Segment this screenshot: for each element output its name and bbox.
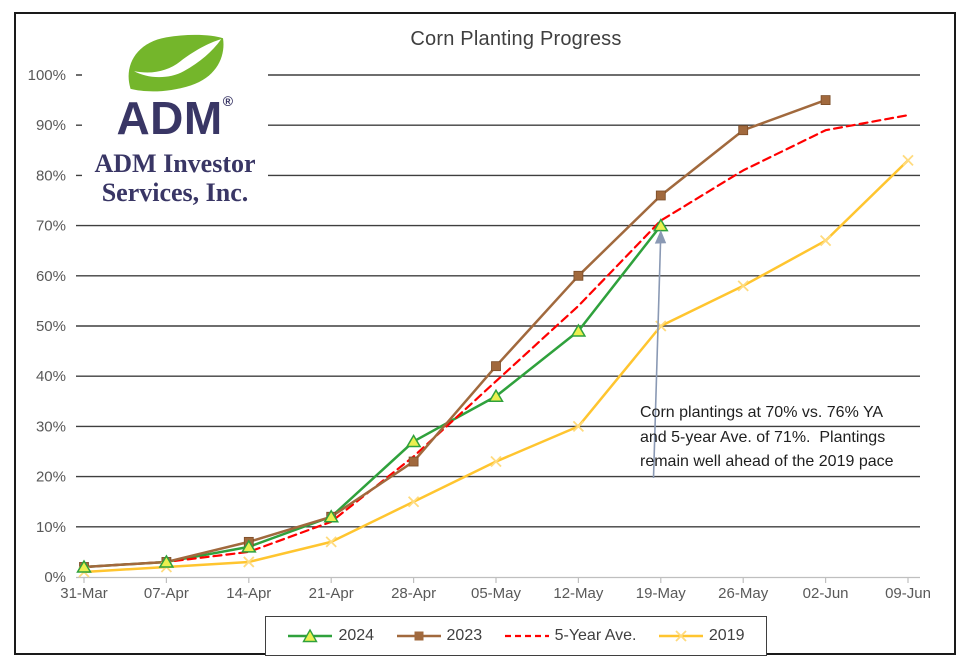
legend-marker-x (675, 630, 687, 642)
legend-marker-triangle (302, 628, 319, 643)
adm-leaf-icon (128, 34, 224, 92)
legend-item-5-year-ave: 5-Year Ave. (504, 627, 637, 645)
registered-mark: ® (222, 93, 234, 109)
legend: 2024 2023 5-Year Ave. 2019 (265, 616, 767, 656)
legend-sample-5-year-ave (504, 634, 549, 638)
legend-item-2023: 2023 (396, 627, 483, 645)
leaf-shape (128, 34, 224, 92)
legend-item-2024: 2024 (287, 627, 374, 645)
annotation-text: Corn plantings at 70% vs. 76% YA and 5-y… (640, 404, 894, 470)
adm-logo: ADM® ADM Investor Services, Inc. (82, 28, 268, 212)
legend-label-2024: 2024 (338, 627, 375, 644)
legend-label-2023: 2023 (446, 627, 483, 644)
legend-label-5-year-ave: 5-Year Ave. (554, 627, 637, 644)
legend-label-2019: 2019 (708, 627, 745, 644)
chart-title: Corn Planting Progress (410, 28, 622, 50)
adm-company-name: ADM Investor Services, Inc. (82, 149, 268, 207)
legend-sample-2023 (396, 631, 441, 641)
leaf-swoosh (134, 39, 222, 78)
company-line-2: Services, Inc. (101, 178, 249, 208)
legend-item-2019: 2019 (658, 627, 745, 645)
legend-sample-2019 (658, 630, 703, 642)
legend-marker-square (414, 631, 424, 641)
company-line-1: ADM Investor (94, 149, 256, 178)
adm-wordmark-text: ADM (116, 92, 223, 144)
adm-wordmark: ADM® (82, 94, 268, 141)
legend-sample-2024 (288, 628, 333, 643)
